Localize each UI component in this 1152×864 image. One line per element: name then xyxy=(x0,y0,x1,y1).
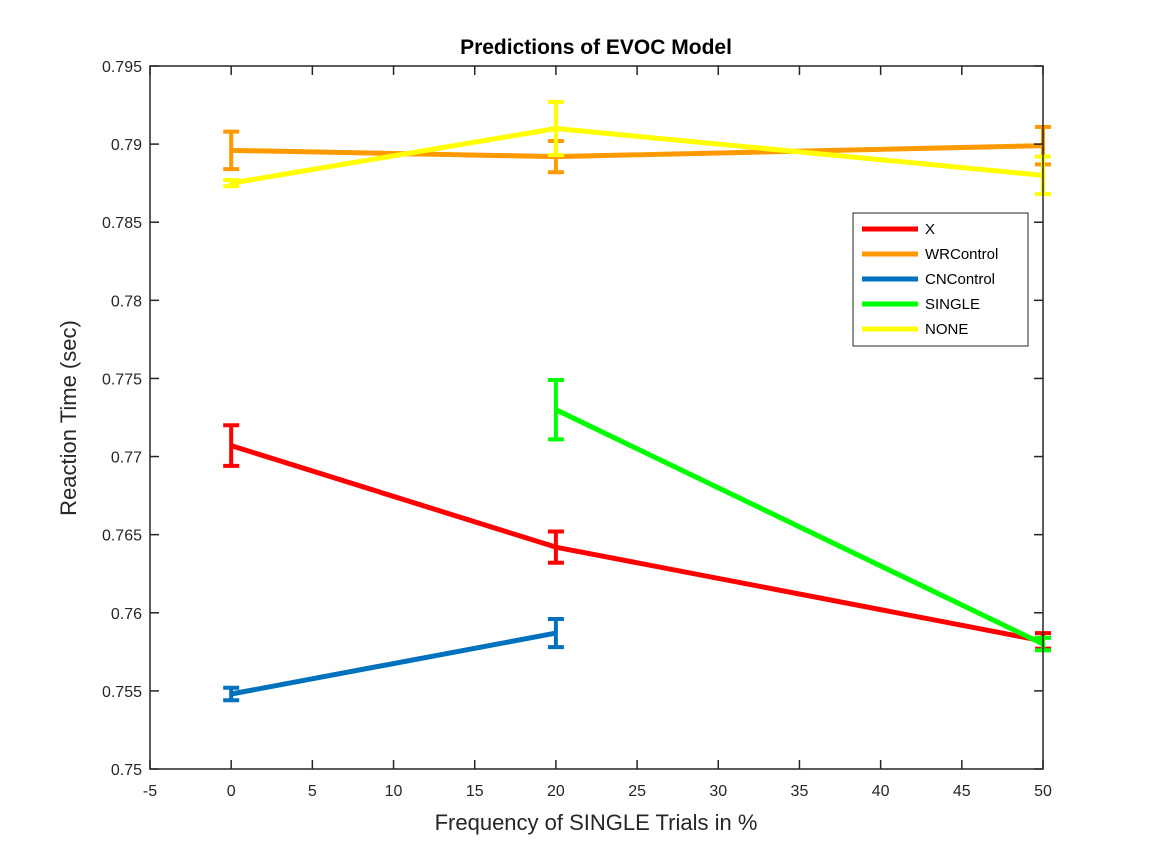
legend-label-none: NONE xyxy=(925,321,968,338)
series-line-cncontrol xyxy=(230,630,557,697)
error-bar-x xyxy=(547,529,564,565)
error-bar-cncontrol xyxy=(547,617,564,650)
y-tick-label: 0.775 xyxy=(102,371,142,388)
y-tick-label: 0.76 xyxy=(111,606,142,623)
x-tick-label: 15 xyxy=(466,783,484,800)
y-tick-label: 0.78 xyxy=(111,293,142,310)
x-tick-label: 40 xyxy=(872,783,890,800)
x-tick-label: 45 xyxy=(953,783,971,800)
error-bar-none xyxy=(223,178,240,189)
series-line-single xyxy=(554,407,1045,647)
x-tick-label: 25 xyxy=(628,783,646,800)
axes-box xyxy=(149,65,1044,770)
error-bar-wrcontrol xyxy=(223,129,240,172)
legend-label-wrcontrol: WRControl xyxy=(925,246,998,263)
y-tick-label: 0.79 xyxy=(111,137,142,154)
y-tick-label: 0.765 xyxy=(102,528,142,545)
legend: X WRControl CNControl SINGLE NONE xyxy=(852,212,1029,347)
error-bar-x xyxy=(223,423,240,468)
error-bar-none xyxy=(547,99,564,158)
x-tick-label: 5 xyxy=(308,783,317,800)
x-ticks: -5 0 5 10 15 20 25 30 35 40 45 50 xyxy=(143,66,1052,800)
y-tick-label: 0.755 xyxy=(102,684,142,701)
x-tick-label: 10 xyxy=(385,783,403,800)
series-layer xyxy=(223,99,1051,703)
x-tick-label: 0 xyxy=(227,783,236,800)
x-tick-label: 30 xyxy=(709,783,727,800)
x-axis-label: Frequency of SINGLE Trials in % xyxy=(435,810,758,835)
legend-label-x: X xyxy=(925,221,935,238)
y-axis-label: Reaction Time (sec) xyxy=(56,320,81,516)
y-ticks: 0.75 0.755 0.76 0.765 0.77 0.775 0.78 0.785 0.79… xyxy=(102,59,1043,779)
y-tick-label: 0.785 xyxy=(102,215,142,232)
x-tick-label: 20 xyxy=(547,783,565,800)
y-tick-label: 0.795 xyxy=(102,59,142,76)
x-tick-label: 35 xyxy=(791,783,809,800)
plot-area xyxy=(150,66,1043,769)
legend-label-cncontrol: CNControl xyxy=(925,271,995,288)
error-bar-single xyxy=(547,378,564,442)
x-tick-label: 50 xyxy=(1034,783,1052,800)
legend-label-single: SINGLE xyxy=(925,296,980,313)
error-bar-cncontrol xyxy=(223,685,240,703)
y-tick-label: 0.75 xyxy=(111,762,142,779)
chart-title: Predictions of EVOC Model xyxy=(460,36,732,59)
y-tick-label: 0.77 xyxy=(111,450,142,467)
x-tick-label: -5 xyxy=(143,783,157,800)
series-cncontrol xyxy=(223,617,564,703)
